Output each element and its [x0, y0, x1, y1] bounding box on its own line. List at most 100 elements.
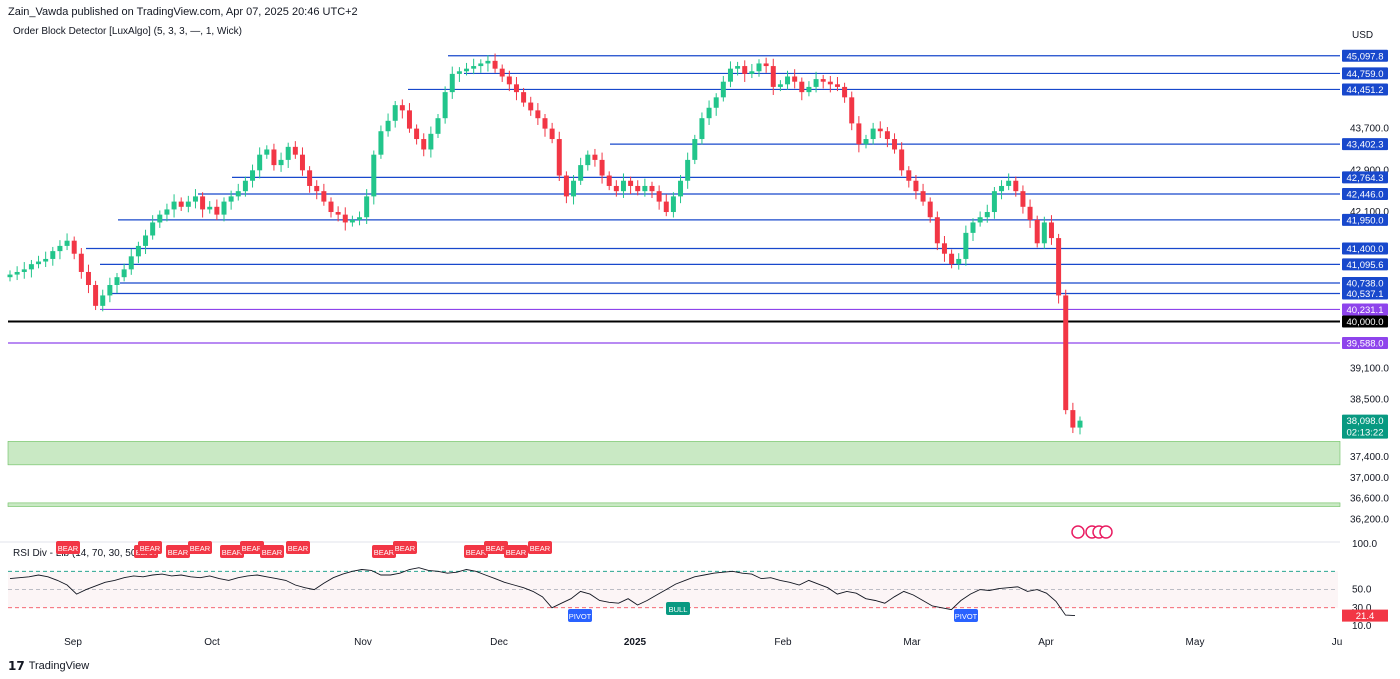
rsi-signal-label: BEAR: [166, 545, 190, 558]
level-tag-text: 40,738.0: [1347, 279, 1384, 290]
candle-body: [963, 232, 969, 259]
candle-body: [435, 118, 441, 134]
candle-body: [549, 128, 555, 140]
current-price-text: 38,098.0: [1347, 416, 1384, 427]
level-tag-text: 42,446.0: [1347, 189, 1384, 200]
candle-body: [392, 105, 398, 121]
candle-body: [50, 251, 56, 259]
time-axis-label: Feb: [774, 637, 792, 648]
candle-body: [899, 149, 905, 171]
candle-body: [827, 81, 833, 85]
currency-label: USD: [1352, 30, 1374, 41]
candle-body: [406, 110, 412, 129]
tradingview-footer[interactable]: 𝟭𝟳 TradingView: [8, 659, 89, 673]
price-tick-label: 36,200.0: [1350, 515, 1389, 526]
rsi-signal-label: BEAR: [260, 545, 284, 558]
candle-body: [64, 240, 70, 246]
candle-body: [85, 271, 91, 285]
candle-body: [28, 264, 34, 270]
candle-body: [1027, 206, 1033, 220]
price-tick-label: 42,900.0: [1350, 165, 1389, 176]
candle-body: [185, 201, 191, 207]
candle-body: [628, 180, 634, 186]
level-tag-text: 44,759.0: [1347, 69, 1384, 80]
candle-body: [292, 146, 298, 155]
svg-text:BEAR: BEAR: [262, 548, 283, 557]
candle-body: [1020, 191, 1026, 207]
order-block-indicator-label[interactable]: Order Block Detector [LuxAlgo] (5, 3, 3,…: [13, 26, 242, 37]
candle-body: [178, 201, 184, 207]
candle-body: [735, 66, 741, 69]
candle-body: [521, 92, 527, 103]
candle-body: [192, 196, 198, 202]
candle-body: [421, 139, 427, 150]
candle-body: [456, 71, 462, 74]
price-tick-label: 36,600.0: [1350, 494, 1389, 505]
level-tag-text: 45,097.8: [1347, 51, 1384, 62]
candle-body: [328, 201, 334, 213]
candle-body: [727, 68, 733, 82]
svg-text:BEAR: BEAR: [140, 544, 161, 553]
candle-body: [157, 214, 163, 223]
candle-body: [257, 154, 263, 171]
candle-body: [863, 139, 869, 145]
candle-body: [906, 170, 912, 181]
svg-text:BULL: BULL: [669, 605, 688, 614]
candle-body: [307, 170, 313, 186]
candle-body: [849, 97, 855, 124]
level-tag-text: 40,537.1: [1347, 289, 1384, 300]
candle-body: [820, 79, 826, 82]
candle-body: [485, 60, 491, 64]
level-price-tag: 43,402.3: [1342, 138, 1388, 151]
candle-body: [100, 295, 106, 306]
tradingview-logo-icon: 𝟭𝟳: [8, 659, 25, 673]
candle-body: [813, 79, 819, 87]
svg-text:BEAR: BEAR: [242, 544, 263, 553]
candle-body: [7, 274, 13, 278]
candle-body: [692, 139, 698, 160]
candle-body: [1041, 222, 1047, 244]
candle-body: [464, 68, 470, 72]
candle-body: [592, 154, 598, 160]
candle-body: [999, 185, 1005, 192]
candle-body: [342, 214, 348, 223]
candle-body: [892, 139, 898, 150]
candle-body: [1048, 222, 1054, 239]
candle-body: [927, 201, 933, 218]
level-tag-text: 42,764.3: [1347, 173, 1384, 184]
candle-body: [414, 128, 420, 140]
candle-body: [656, 191, 662, 202]
candle-body: [14, 271, 20, 275]
svg-text:BEAR: BEAR: [58, 544, 79, 553]
candle-body: [357, 217, 363, 220]
level-tag-text: 43,402.3: [1347, 140, 1384, 151]
svg-text:BEAR: BEAR: [486, 544, 507, 553]
candle-body: [920, 191, 926, 202]
event-icons[interactable]: [1071, 525, 1113, 539]
rsi-signal-label: BULL: [666, 602, 690, 615]
candle-body: [770, 66, 776, 87]
time-axis-label: Dec: [490, 637, 508, 648]
candle-body: [606, 175, 612, 186]
price-tick-label: 42,100.0: [1350, 207, 1389, 218]
level-price-tag: 40,000.0: [1342, 315, 1388, 328]
svg-text:BEAR: BEAR: [395, 544, 416, 553]
candle-body: [756, 63, 762, 72]
candle-body: [706, 107, 712, 119]
event-icon-flash: [1071, 525, 1085, 539]
candle-body: [121, 269, 127, 278]
rsi-tick-label: 10.0: [1352, 621, 1372, 632]
candle-body: [371, 154, 377, 197]
rsi-indicator-label[interactable]: RSI Div - Lib (14, 70, 30, 50, 90): [13, 548, 157, 559]
price-tick-label: 37,000.0: [1350, 473, 1389, 484]
candle-body: [478, 63, 484, 67]
candle-body: [107, 285, 113, 296]
publisher-line: Zain_Vawda published on TradingView.com,…: [8, 6, 358, 18]
rsi-signal-label: BEAR: [240, 541, 264, 554]
level-price-tag: 42,764.3: [1342, 171, 1388, 184]
candle-body: [271, 149, 277, 166]
candle-body: [349, 219, 355, 223]
candle-body: [856, 123, 862, 145]
candle-body: [699, 118, 705, 140]
